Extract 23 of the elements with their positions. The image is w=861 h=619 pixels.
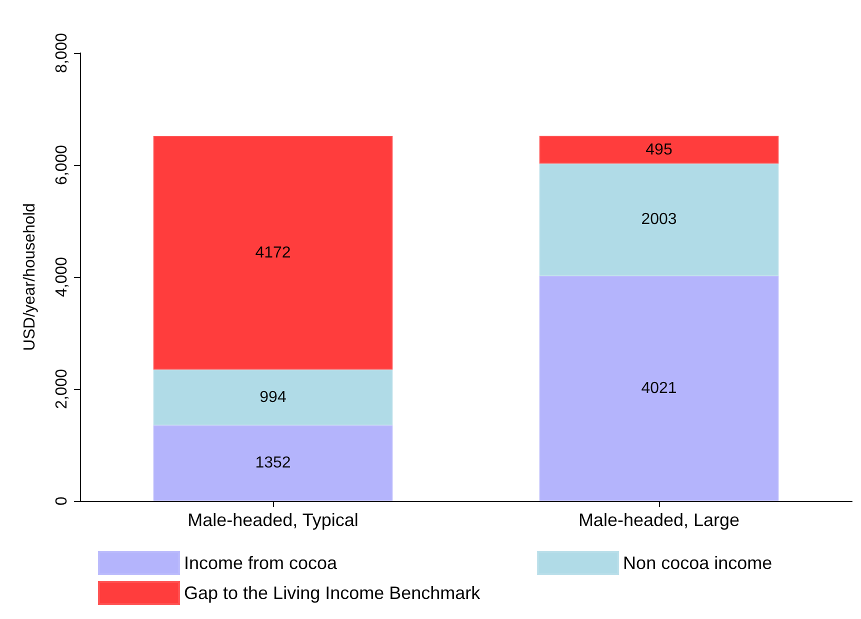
data-label: 1352	[255, 454, 291, 472]
data-label: 4172	[255, 244, 291, 262]
data-label: 4021	[641, 380, 677, 397]
legend-label: Non cocoa income	[623, 553, 772, 573]
y-tick-label: 0	[54, 496, 70, 506]
legend-label: Gap to the Living Income Benchmark	[184, 583, 482, 603]
y-axis-title: USD/year/household	[22, 203, 38, 351]
bar	[153, 136, 393, 370]
data-label: 994	[260, 388, 286, 406]
data-label: 2003	[641, 211, 677, 228]
bar	[153, 370, 393, 426]
y-tick-label: 8,000	[54, 32, 70, 74]
y-tick-label: 6,000	[54, 144, 70, 186]
y-tick-label: 4,000	[54, 256, 70, 298]
bar	[539, 136, 779, 164]
y-tick-label: 2,000	[54, 368, 70, 410]
x-tick-label: Male-headed, Large	[578, 510, 740, 530]
bar	[153, 425, 393, 501]
data-label: 495	[646, 141, 672, 158]
x-tick-label: Male-headed, Typical	[188, 510, 358, 530]
bar	[539, 276, 779, 501]
legend-label: Income from cocoa	[184, 553, 338, 573]
bar	[539, 164, 779, 276]
